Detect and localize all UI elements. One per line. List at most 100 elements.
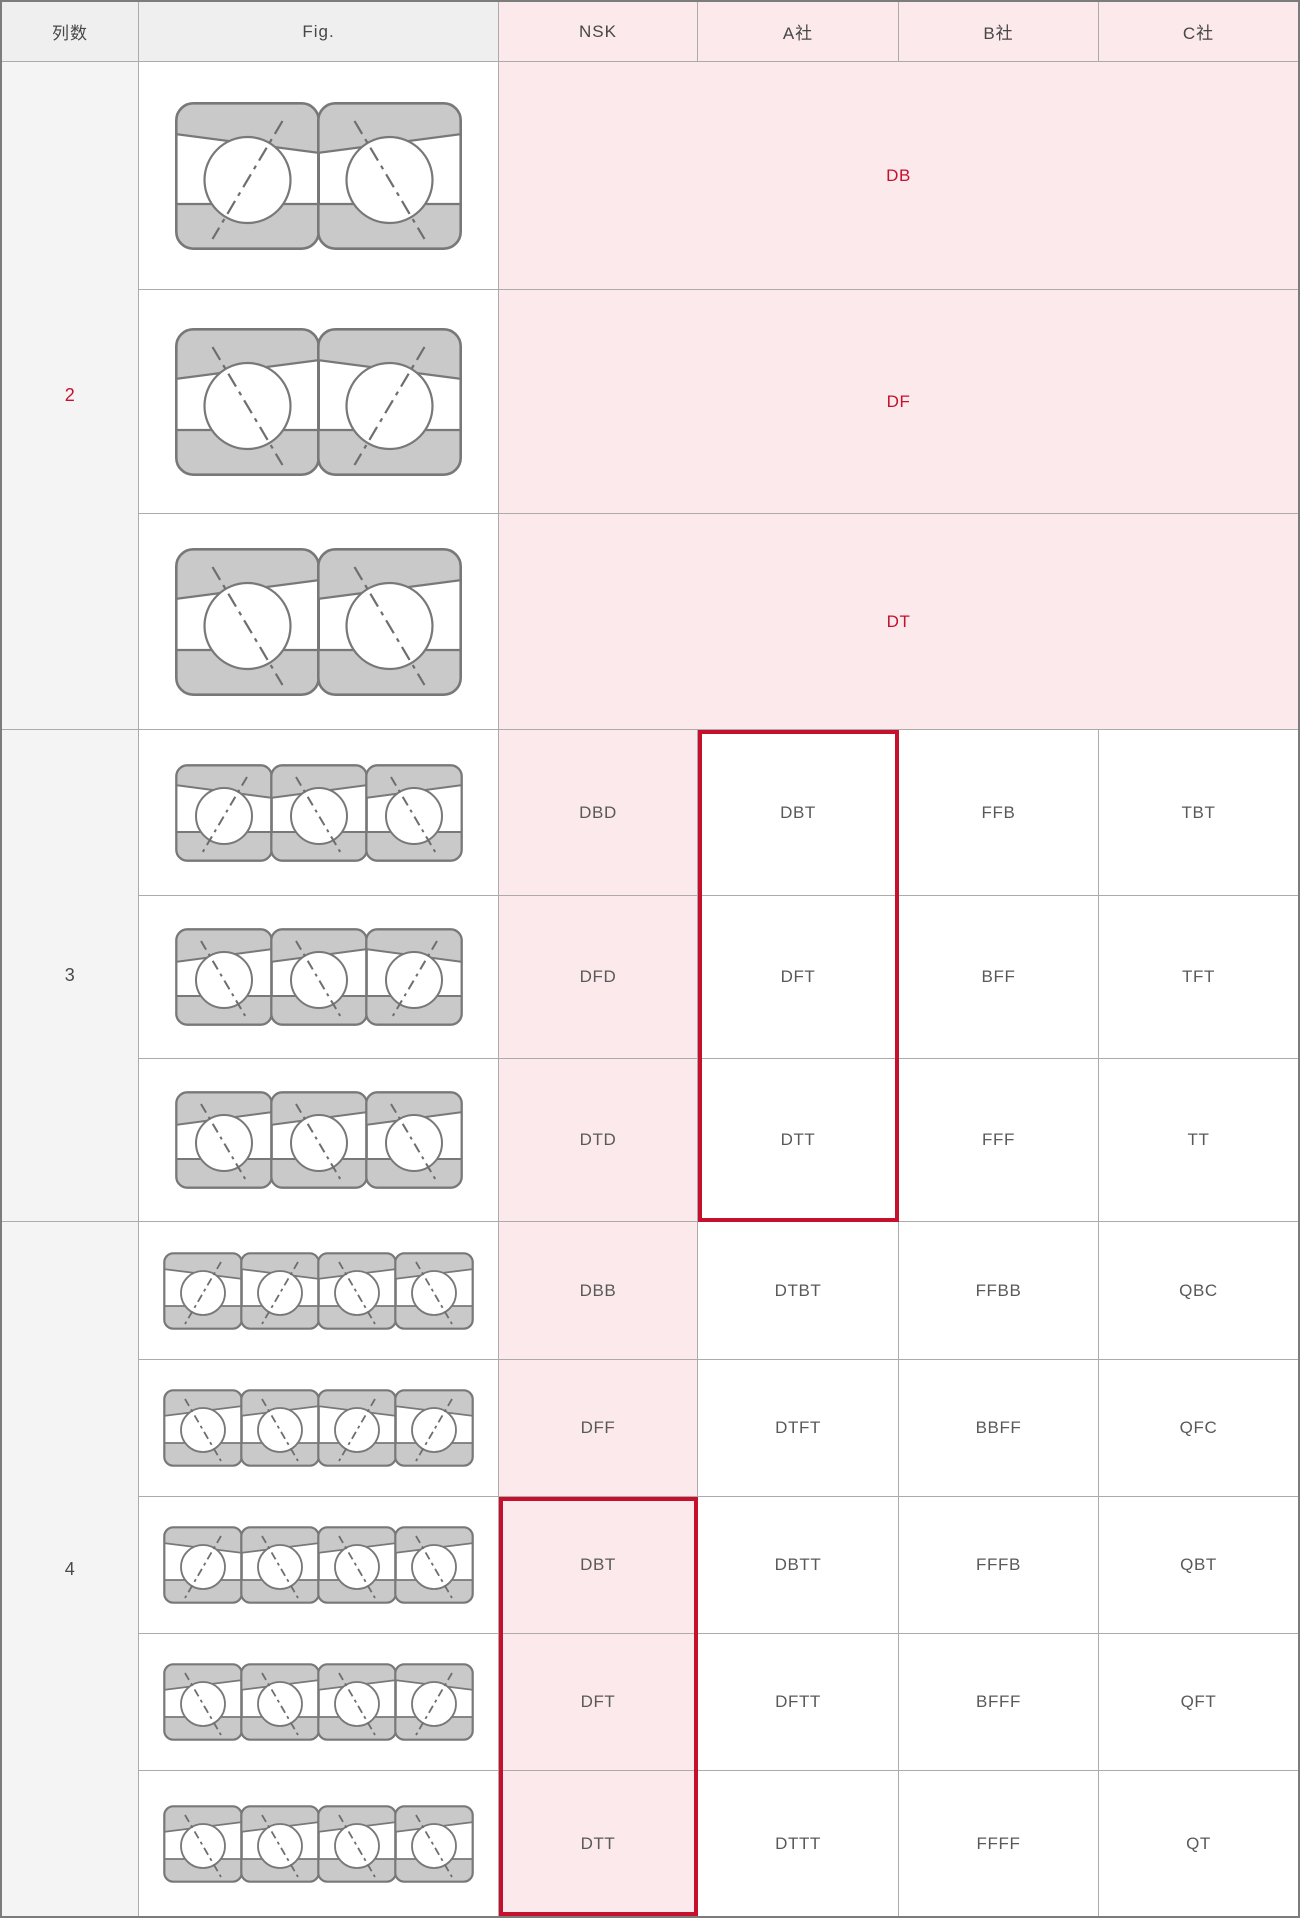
contact-angle-line bbox=[389, 940, 438, 1020]
contact-angle-line bbox=[338, 1814, 376, 1877]
code-cell-company-b: BFF bbox=[899, 896, 1099, 1059]
header-cell-company-c: C社 bbox=[1099, 2, 1298, 62]
contact-angle-line bbox=[415, 1535, 453, 1599]
merged-arrangement-cell-db: DB bbox=[499, 62, 1298, 290]
code-cell-company-b-label: FFFF bbox=[976, 1833, 1021, 1853]
contact-angle-line bbox=[184, 1398, 222, 1462]
code-cell-company-b-label: FFBB bbox=[975, 1280, 1022, 1300]
code-cell-company-b-label: FFF bbox=[982, 1130, 1015, 1149]
code-cell-company-a: DFTT bbox=[698, 1634, 899, 1771]
code-cell-nsk-label: DFT bbox=[580, 1692, 616, 1711]
code-cell-company-a: DTFT bbox=[698, 1360, 899, 1497]
code-cell-company-c-label: QBT bbox=[1180, 1555, 1217, 1574]
contact-angle-line bbox=[199, 940, 248, 1020]
row-count-cell-4: 4 bbox=[2, 1222, 139, 1916]
contact-angle-line bbox=[338, 1672, 376, 1736]
code-cell-nsk-label: DTT bbox=[580, 1833, 616, 1853]
header-cell-company-b-label: B社 bbox=[983, 24, 1014, 43]
code-cell-nsk: DBB bbox=[499, 1222, 698, 1360]
contact-angle-line bbox=[184, 1535, 222, 1599]
code-cell-nsk-label: DBD bbox=[579, 802, 617, 822]
code-cell-company-a-label: DTTT bbox=[775, 1833, 821, 1853]
contact-angle-line bbox=[415, 1261, 453, 1324]
merged-arrangement-cell-db-label: DB bbox=[886, 165, 911, 185]
contact-angle-line bbox=[261, 1814, 299, 1877]
header-cell-company-b: B社 bbox=[899, 2, 1099, 62]
header-cell-rows: 列数 bbox=[2, 2, 139, 62]
fig-cell bbox=[139, 1360, 499, 1497]
header-cell-rows-label: 列数 bbox=[52, 24, 88, 43]
code-cell-nsk: DTT bbox=[499, 1771, 698, 1916]
contact-angle-line bbox=[389, 775, 438, 856]
code-cell-company-b-label: FFB bbox=[981, 802, 1016, 822]
fig-cell bbox=[139, 1634, 499, 1771]
contact-angle-line bbox=[338, 1261, 376, 1324]
code-cell-company-c: QBC bbox=[1099, 1222, 1298, 1360]
code-cell-nsk: DBD bbox=[499, 730, 698, 896]
row-count-cell-2-label: 2 bbox=[64, 385, 76, 405]
code-cell-company-c: QBT bbox=[1099, 1497, 1298, 1634]
code-cell-company-a-label: DFT bbox=[780, 967, 816, 986]
code-cell-company-b-label: FFFB bbox=[976, 1555, 1021, 1574]
code-cell-nsk-label: DFD bbox=[579, 967, 617, 986]
contact-angle-line bbox=[199, 775, 248, 856]
code-cell-company-a-label: DFTT bbox=[775, 1692, 821, 1711]
fig-cell bbox=[139, 1222, 499, 1360]
header-cell-company-c-label: C社 bbox=[1182, 24, 1215, 43]
bearing-figure bbox=[174, 1091, 463, 1189]
code-cell-company-a-label: DTBT bbox=[774, 1280, 822, 1300]
fig-cell bbox=[139, 62, 499, 290]
contact-angle-line bbox=[261, 1672, 299, 1736]
code-cell-nsk: DBT bbox=[499, 1497, 698, 1634]
code-cell-company-b: BFFF bbox=[899, 1634, 1099, 1771]
code-cell-nsk-label: DBB bbox=[579, 1280, 617, 1300]
contact-angle-line bbox=[338, 1535, 376, 1599]
contact-angle-line bbox=[415, 1814, 453, 1877]
fig-cell bbox=[139, 896, 499, 1059]
contact-angle-line bbox=[415, 1672, 453, 1736]
code-cell-company-c-label: QFT bbox=[1180, 1692, 1217, 1711]
code-cell-company-a-label: DBT bbox=[780, 802, 816, 822]
code-cell-company-c: TBT bbox=[1099, 730, 1298, 896]
fig-cell bbox=[139, 1059, 499, 1222]
contact-angle-line bbox=[211, 565, 284, 686]
bearing-figure bbox=[174, 928, 463, 1026]
code-cell-company-b: BBFF bbox=[899, 1360, 1099, 1497]
contact-angle-line bbox=[184, 1261, 222, 1324]
code-cell-company-c: TT bbox=[1099, 1059, 1298, 1222]
contact-angle-line bbox=[353, 345, 426, 466]
code-cell-company-c-label: TFT bbox=[1182, 967, 1215, 986]
row-count-cell-3: 3 bbox=[2, 730, 139, 1222]
contact-angle-line bbox=[353, 565, 426, 686]
fig-cell bbox=[139, 1497, 499, 1634]
code-cell-company-b: FFFF bbox=[899, 1771, 1099, 1916]
code-cell-company-b: FFB bbox=[899, 730, 1099, 896]
code-cell-company-a: DTT bbox=[698, 1059, 899, 1222]
merged-arrangement-cell-dt-label: DT bbox=[886, 611, 911, 631]
code-cell-company-b-label: BFFF bbox=[976, 1692, 1021, 1711]
code-cell-company-c-label: TBT bbox=[1181, 802, 1216, 822]
bearing-figure bbox=[163, 1663, 474, 1741]
code-cell-nsk-label: DFF bbox=[580, 1418, 616, 1437]
contact-angle-line bbox=[184, 1814, 222, 1877]
code-cell-company-c: QFT bbox=[1099, 1634, 1298, 1771]
fig-cell bbox=[139, 1771, 499, 1916]
bearing-figure bbox=[163, 1251, 474, 1330]
code-cell-company-a-label: DBTT bbox=[774, 1555, 822, 1574]
contact-angle-line bbox=[294, 940, 343, 1020]
code-cell-company-c-label: QBC bbox=[1179, 1280, 1218, 1300]
code-cell-nsk-label: DBT bbox=[580, 1555, 616, 1574]
contact-angle-line bbox=[415, 1398, 453, 1462]
contact-angle-line bbox=[294, 1103, 343, 1183]
code-cell-company-c-label: QT bbox=[1186, 1833, 1211, 1853]
code-cell-company-a-label: DTFT bbox=[775, 1418, 821, 1437]
code-cell-nsk: DTD bbox=[499, 1059, 698, 1222]
code-cell-company-a: DFT bbox=[698, 896, 899, 1059]
contact-angle-line bbox=[294, 775, 343, 856]
code-cell-nsk: DFF bbox=[499, 1360, 698, 1497]
code-cell-company-a: DTBT bbox=[698, 1222, 899, 1360]
contact-angle-line bbox=[261, 1535, 299, 1599]
code-cell-company-c-label: TT bbox=[1187, 1130, 1210, 1149]
code-cell-company-c: QFC bbox=[1099, 1360, 1298, 1497]
